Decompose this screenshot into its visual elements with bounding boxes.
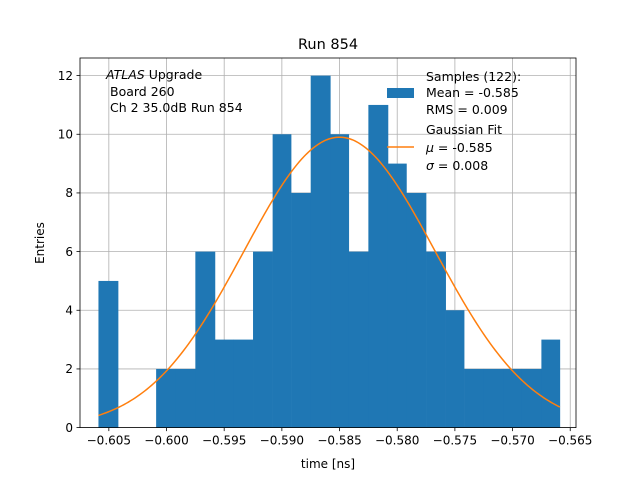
annotation-line-1-rest: Upgrade <box>145 67 203 82</box>
legend-sigma-value: = 0.008 <box>434 158 488 173</box>
histogram-bar <box>483 368 504 428</box>
chart-title: Run 854 <box>298 37 358 53</box>
x-tick-label: −0.570 <box>490 434 534 448</box>
histogram-bar <box>330 134 350 428</box>
legend-samples-title: Samples (122): <box>426 69 521 84</box>
legend-sigma-symbol: σ <box>426 158 435 173</box>
x-tick-label: −0.590 <box>260 434 304 448</box>
histogram-bar <box>175 368 196 428</box>
x-axis-label: time [ns] <box>301 457 355 471</box>
legend-fit-mu: μ = -0.585 <box>425 140 493 155</box>
histogram-bar <box>368 104 389 428</box>
legend-mu-value: = -0.585 <box>434 140 493 155</box>
y-tick-label: 2 <box>65 362 73 376</box>
x-axis-ticks: −0.605 −0.600 −0.595 −0.590 −0.585 −0.580 −0.5… <box>87 427 592 448</box>
y-tick-label: 0 <box>65 421 73 435</box>
histogram-bar <box>541 339 561 428</box>
y-tick-label: 12 <box>58 69 73 83</box>
plot-frame <box>79 57 577 429</box>
histogram-bar <box>291 192 311 428</box>
legend-samples-swatch <box>387 88 414 98</box>
y-axis-ticks: 0 2 4 6 8 10 12 <box>58 69 80 435</box>
histogram-bar <box>156 368 177 428</box>
annotation-experiment: ATLAS <box>105 67 145 82</box>
x-tick-label: −0.600 <box>144 434 188 448</box>
x-tick-label: −0.585 <box>317 434 361 448</box>
annotation-box: ATLAS Upgrade Board 260 Ch 2 35.0dB Run … <box>105 67 243 115</box>
x-tick-label: −0.605 <box>87 434 131 448</box>
x-tick-label: −0.575 <box>433 434 477 448</box>
histogram-bar <box>464 368 485 428</box>
histogram-bar <box>426 251 446 428</box>
bars-layer <box>98 75 561 428</box>
histogram-bar <box>521 368 542 428</box>
histogram-bar <box>214 339 234 428</box>
histogram-bar <box>387 163 407 428</box>
histogram-bar <box>98 280 119 428</box>
annotation-line-1: ATLAS Upgrade <box>105 67 202 82</box>
legend-fit-sigma: σ = 0.008 <box>426 158 488 173</box>
y-tick-label: 6 <box>65 245 73 259</box>
histogram-bar <box>272 134 292 428</box>
histogram-bar <box>233 339 254 428</box>
histogram-bar <box>195 251 216 428</box>
histogram-bar <box>348 251 369 428</box>
legend-samples-mean: Mean = -0.585 <box>426 85 519 100</box>
histogram-bar <box>445 310 465 428</box>
y-axis-label: Entries <box>33 222 47 264</box>
legend-fit-title: Gaussian Fit <box>426 122 502 137</box>
legend-mu-symbol: μ <box>425 140 434 155</box>
x-tick-label: −0.565 <box>548 434 592 448</box>
legend-samples-rms: RMS = 0.009 <box>426 102 508 117</box>
histogram-bar <box>253 251 273 428</box>
annotation-line-2: Board 260 <box>110 84 175 99</box>
legend: Samples (122): Mean = -0.585 RMS = 0.009… <box>387 69 521 173</box>
y-tick-label: 10 <box>58 128 73 142</box>
gaussian-fit-line <box>98 136 561 417</box>
histogram-bar <box>406 192 427 428</box>
histogram-bar <box>310 75 331 428</box>
y-tick-label: 4 <box>65 304 73 318</box>
y-tick-label: 8 <box>65 186 73 200</box>
histogram-bar <box>503 368 523 428</box>
x-tick-label: −0.580 <box>375 434 419 448</box>
x-tick-label: −0.595 <box>202 434 246 448</box>
annotation-line-3: Ch 2 35.0dB Run 854 <box>110 100 243 115</box>
